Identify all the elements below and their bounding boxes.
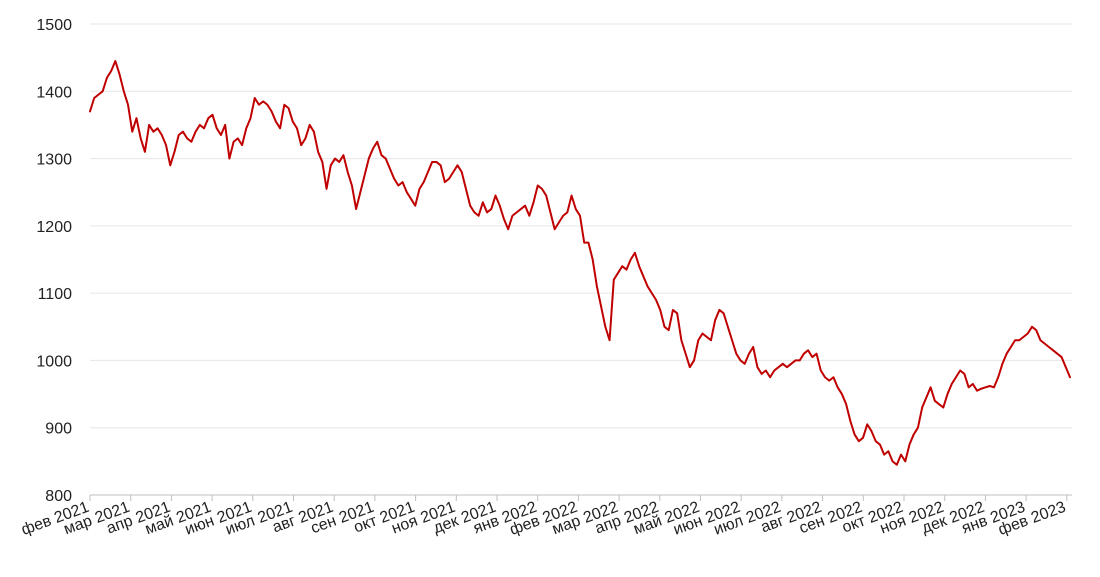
y-tick-label: 1300: [36, 152, 72, 169]
y-tick-label: 900: [45, 421, 72, 438]
y-tick-label: 1100: [38, 286, 73, 303]
y-tick-label: 1000: [36, 353, 72, 370]
grid: [90, 23, 1072, 429]
series-line: [89, 60, 1071, 466]
series-layer: [89, 60, 1071, 466]
y-tick-label: 1400: [36, 84, 72, 101]
y-axis: 800 900 1000 1100 1200 1300 1400 1500: [36, 17, 72, 505]
y-tick-label: 800: [45, 488, 72, 505]
y-tick-label: 1200: [36, 219, 72, 236]
y-tick-label: 1500: [36, 17, 72, 34]
